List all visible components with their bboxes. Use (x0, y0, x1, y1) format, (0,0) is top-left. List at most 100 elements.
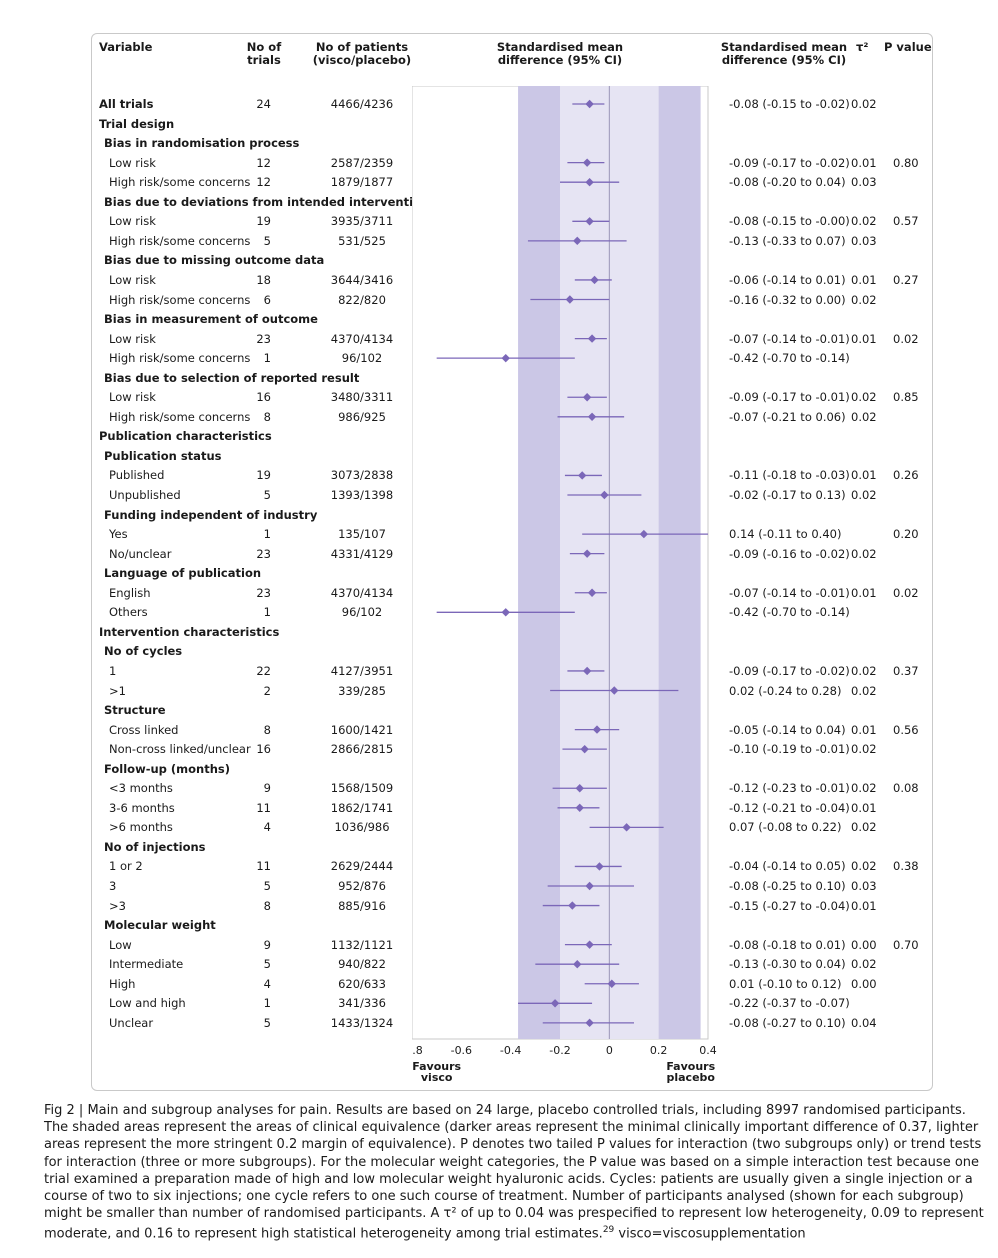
row-tau2: 0.02 (851, 820, 877, 835)
row-ci-text: -0.08 (-0.15 to -0.02) (729, 97, 850, 111)
row-label: Intermediate (109, 957, 184, 972)
row-tau2: 0.02 (851, 214, 877, 229)
row-tau2: 0.02 (851, 292, 877, 307)
row-ci-text: -0.04 (-0.14 to 0.05) (729, 859, 846, 874)
x-tick-label: -0.8 (412, 1044, 423, 1057)
row-patients: 1433/1324 (330, 1015, 394, 1030)
row-ci-text: -0.13 (-0.30 to 0.04) (729, 957, 846, 972)
row-ci-text: -0.09 (-0.17 to -0.02) (729, 155, 850, 170)
row-label: >6 months (109, 820, 173, 835)
row-trials: 12 (256, 155, 271, 170)
row-ci-text: -0.07 (-0.14 to -0.01) (729, 331, 850, 346)
row-ci-text: 0.01 (-0.10 to 0.12) (729, 976, 842, 991)
row-label: Bias due to selection of reported result (104, 370, 360, 385)
row-tau2: 0.01 (851, 800, 877, 815)
caption-lead: Fig 2 | Main and subgroup analyses for p… (44, 1103, 336, 1118)
row-label: Follow-up (months) (104, 761, 231, 776)
row-tau2: 0.01 (851, 155, 877, 170)
row-label: High (109, 976, 136, 991)
forest-plot: -0.8-0.6-0.4-0.200.20.4FavoursviscoFavou… (412, 86, 717, 1084)
row-ci-text: -0.09 (-0.16 to -0.02) (729, 546, 850, 561)
row-patients: 986/925 (338, 409, 386, 424)
x-tick-label: -0.4 (500, 1044, 521, 1057)
row-ci-text: -0.22 (-0.37 to -0.07) (729, 996, 850, 1011)
header-smd-plot-line2: difference (95% CI) (497, 53, 623, 67)
row-label: English (109, 585, 151, 600)
row-pvalue: 0.08 (893, 781, 919, 796)
row-label: High risk/some concerns (109, 175, 251, 190)
row-label: Low risk (109, 214, 156, 229)
row-label: Molecular weight (104, 918, 216, 933)
caption-ref: 29 (602, 1225, 615, 1236)
row-tau2: 0.01 (851, 585, 877, 600)
row-tau2: 0.03 (851, 879, 877, 893)
row-tau2: 0.03 (851, 233, 877, 248)
row-trials: 8 (263, 898, 271, 913)
row-tau2: 0.02 (851, 859, 877, 874)
favours-visco-label: Favours (412, 1060, 461, 1073)
row-label: >3 (109, 898, 126, 913)
row-trials: 23 (256, 331, 271, 346)
row-patients: 1879/1877 (330, 175, 394, 190)
row-patients: 3480/3311 (330, 390, 394, 405)
row-tau2: 0.02 (851, 742, 877, 757)
row-label: High risk/some concerns (109, 409, 251, 424)
row-pvalue: 0.37 (893, 663, 919, 678)
row-trials: 5 (263, 233, 271, 248)
row-tau2: 0.02 (851, 546, 877, 561)
header-trials-line1: No of (246, 40, 282, 54)
point-estimate (592, 725, 602, 734)
header-patients-line2: (visco/placebo) (312, 53, 412, 67)
row-pvalue: 0.02 (893, 331, 919, 346)
row-tau2: 0.01 (851, 898, 877, 913)
x-tick-label: 0 (606, 1044, 613, 1057)
row-tau2: 0.02 (851, 409, 877, 424)
favours-placebo-label: Favours (666, 1060, 715, 1073)
row-ci-text: -0.09 (-0.17 to -0.02) (729, 663, 850, 678)
row-ci-text: -0.07 (-0.14 to -0.01) (729, 585, 850, 600)
row-label: High risk/some concerns (109, 351, 251, 366)
row-pvalue: 0.02 (893, 585, 919, 600)
row-patients: 1568/1509 (330, 781, 394, 796)
point-estimate (568, 901, 577, 910)
row-trials: 24 (256, 97, 271, 111)
row-trials: 23 (256, 546, 271, 561)
header-patients: No of patients (visco/placebo) (306, 41, 418, 67)
row-trials: 2 (263, 683, 271, 698)
header-smd-text: Standardised mean difference (95% CI) (714, 41, 854, 67)
row-ci-text: -0.08 (-0.20 to 0.04) (729, 175, 846, 190)
row-label: High risk/some concerns (109, 292, 251, 307)
row-label: 3 (109, 879, 117, 893)
row-ci-text: 0.02 (-0.24 to 0.28) (729, 683, 842, 698)
row-patients: 531/525 (338, 233, 386, 248)
row-trials: 1 (263, 605, 271, 620)
row-trials: 5 (263, 957, 271, 972)
row-label: Low risk (109, 390, 156, 405)
row-trials: 4 (263, 976, 271, 991)
row-label: No of injections (104, 839, 206, 854)
row-tau2: 0.02 (851, 781, 877, 796)
row-trials: 5 (263, 879, 271, 893)
row-trials: 11 (256, 859, 271, 874)
row-ci-text: -0.13 (-0.33 to 0.07) (729, 233, 846, 248)
row-tau2: 0.02 (851, 488, 877, 502)
row-trials: 16 (256, 742, 271, 757)
row-patients: 3644/3416 (330, 272, 394, 287)
row-ci-text: -0.42 (-0.70 to -0.14) (729, 605, 850, 620)
row-ci-text: -0.08 (-0.27 to 0.10) (729, 1015, 846, 1030)
row-patients: 2629/2444 (330, 859, 394, 874)
row-ci-text: -0.16 (-0.32 to 0.00) (729, 292, 846, 307)
row-patients: 952/876 (338, 879, 386, 893)
point-estimate (587, 588, 597, 597)
point-estimate (585, 217, 594, 226)
row-ci-text: 0.14 (-0.11 to 0.40) (729, 527, 842, 542)
row-trials: 19 (256, 214, 271, 229)
header-smd-text-line2: difference (95% CI) (721, 53, 847, 67)
point-estimate (590, 275, 599, 285)
row-patients: 1132/1121 (330, 937, 394, 952)
row-trials: 12 (256, 175, 271, 190)
row-trials: 1 (263, 351, 271, 366)
row-ci-text: -0.15 (-0.27 to -0.04) (729, 898, 850, 913)
row-label: Language of publication (104, 566, 262, 581)
row-ci-text: -0.05 (-0.14 to 0.04) (729, 722, 846, 737)
